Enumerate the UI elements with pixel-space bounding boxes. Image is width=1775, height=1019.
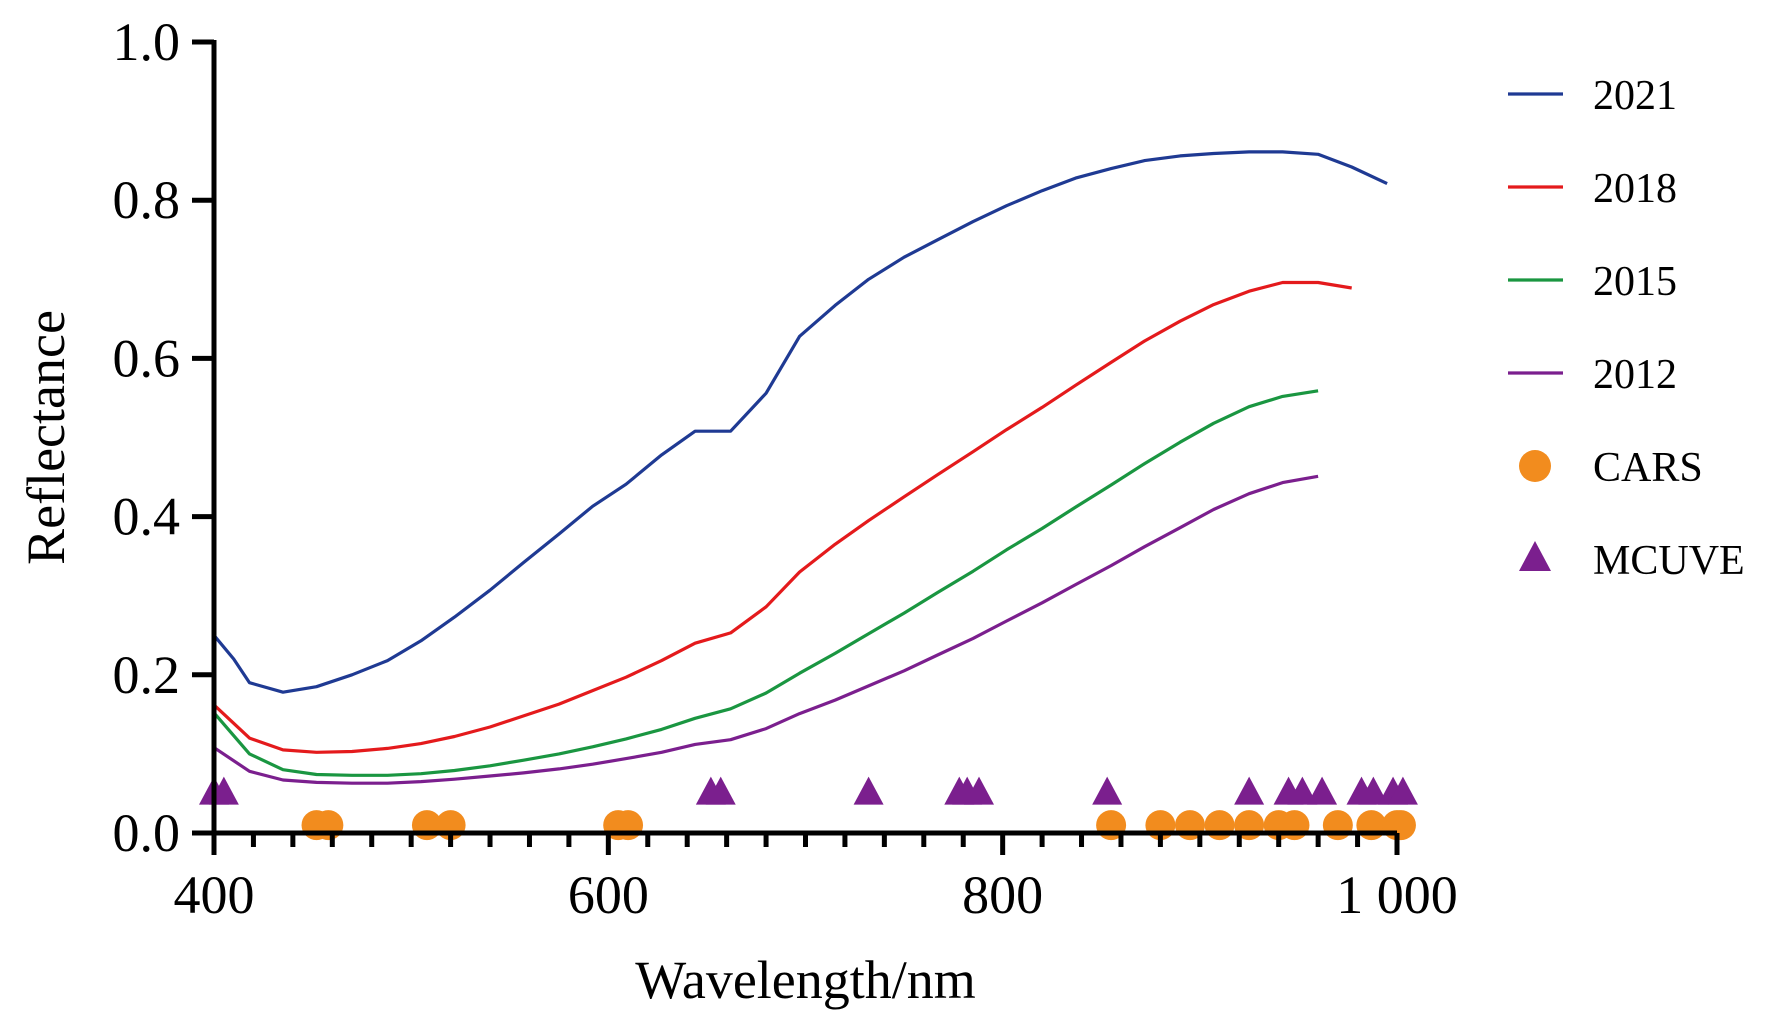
legend: 2021 2018 2015 2012 CARS MCUVE [1508,73,1745,584]
legend-label: 2015 [1593,259,1677,305]
legend-swatch [1519,541,1551,571]
marker-mcuve-7 [964,776,995,805]
legend-label: 2021 [1593,73,1677,119]
series-line-2012 [213,474,1319,785]
marker-mcuve-14 [1358,776,1389,805]
x-tick-label: 800 [962,865,1043,925]
marker-cars-14 [1356,810,1387,841]
y-tick-label: 0.8 [113,170,181,230]
y-tick-label: 0.4 [113,487,181,547]
axis-layer: 400 600 800 1 000 0.0 0.2 0.4 0.6 0.8 1.0 [113,12,1458,925]
legend-label: MCUVE [1593,538,1745,584]
x-tick-label: 600 [568,865,649,925]
legend-item-2015: 2015 [1508,259,1677,305]
x-tick-label: 400 [174,865,255,925]
marker-cars-5 [613,810,644,841]
series-line-2015 [212,389,1319,777]
marker-mcuve-4 [853,776,884,805]
series-line-2021 [212,150,1388,694]
y-tick-label: 0.0 [113,803,181,863]
series-line-2018 [212,280,1352,754]
legend-item-cars: CARS [1519,445,1703,491]
marker-cars-9 [1204,810,1235,841]
marker-mcuve-3 [705,776,736,805]
x-axis-title: Wavelength/nm [635,950,976,1010]
x-tick-label: 1 000 [1336,865,1458,925]
y-tick-label: 1.0 [113,12,181,72]
legend-swatch [1519,450,1551,482]
legend-label: 2018 [1593,166,1677,212]
marker-mcuve-12 [1307,776,1338,805]
series-layer [212,150,1388,785]
legend-item-2012: 2012 [1508,352,1677,398]
marker-cars-13 [1322,810,1353,841]
marker-cars-1 [313,810,344,841]
y-tick-label: 0.2 [113,645,181,705]
marker-cars-12 [1279,810,1310,841]
legend-item-mcuve: MCUVE [1519,538,1745,584]
y-axis-title: Reflectance [16,310,76,565]
marker-mcuve-16 [1387,776,1418,805]
marker-mcuve-11 [1287,776,1318,805]
legend-label: CARS [1593,445,1703,491]
legend-item-2018: 2018 [1508,166,1677,212]
legend-label: 2012 [1593,352,1677,398]
marker-mcuve-9 [1234,776,1265,805]
marker-mcuve-8 [1092,776,1123,805]
legend-item-2021: 2021 [1508,73,1677,119]
marker-cars-16 [1385,810,1416,841]
y-tick-label: 0.6 [113,328,181,388]
